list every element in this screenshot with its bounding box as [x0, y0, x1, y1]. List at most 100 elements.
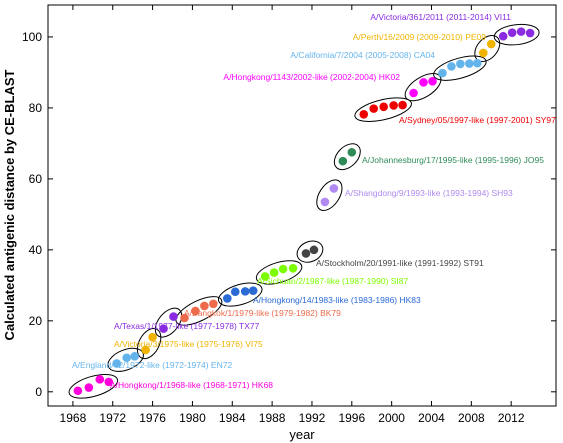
data-point: [73, 386, 83, 396]
x-tick-label: 1988: [259, 411, 286, 425]
x-tick-label: 1972: [99, 411, 126, 425]
data-point: [180, 313, 189, 323]
data-point: [278, 264, 288, 274]
data-point: [465, 59, 474, 68]
cluster-ellipse: [493, 23, 540, 46]
x-tick-label: 2012: [498, 411, 525, 425]
data-point: [248, 286, 258, 295]
data-point: [347, 147, 357, 157]
data-point: [222, 294, 232, 303]
data-point: [112, 359, 122, 368]
data-point: [159, 324, 168, 333]
cluster-label: A/Stockholm/20/1991-like (1991-1992) ST9…: [316, 258, 484, 268]
x-axis-ticks: 1968 1972 1976 1980 1984 1988 1992 1996 2000 2004…: [60, 5, 525, 425]
y-tick-label: 80: [29, 101, 43, 115]
data-point: [95, 375, 105, 384]
data-point: [122, 353, 131, 363]
data-point: [288, 264, 298, 273]
data-point: [269, 268, 279, 277]
x-tick-label: 1968: [60, 411, 87, 425]
cluster-ellipse: [68, 373, 119, 399]
cluster-ellipse: [333, 143, 361, 171]
data-point: [130, 352, 139, 361]
cluster-ellipse: [255, 260, 303, 285]
cluster-ellipse: [354, 97, 412, 122]
data-point: [359, 109, 369, 119]
cluster-label: A/England/42/1972-like (1972-1974) EN72: [72, 360, 232, 370]
cluster-label: A/Hongkong/14/1983-like (1983-1986) HK83: [253, 295, 421, 305]
cluster-label: A/Hongkong/1143/2002-like (2002-2004) HK…: [223, 72, 400, 82]
data-point: [230, 287, 240, 297]
cluster-label: A/Sichuan/2/1987-like (1987-1990) SI87: [257, 276, 408, 286]
cluster-label: A/Shangdong/9/1993-like (1993-1994) SH93: [345, 188, 513, 198]
cluster-ellipse: [316, 179, 343, 211]
data-point: [329, 184, 339, 193]
data-point: [438, 68, 447, 78]
data-point: [507, 28, 517, 37]
cluster-label: A/California/7/2004 (2005-2008) CA04: [290, 50, 435, 60]
x-tick-label: 1980: [179, 411, 206, 425]
cluster-label: A/Perth/16/2009 (2009-2010) PE09: [353, 32, 487, 42]
data-point: [169, 312, 178, 321]
data-point: [498, 31, 508, 41]
data-point: [191, 306, 200, 316]
cluster-label: A/Sydney/05/1997-like (1997-2001) SY97: [399, 115, 556, 125]
data-point: [148, 332, 157, 342]
data-point: [516, 27, 526, 36]
data-point: [473, 58, 482, 68]
cluster-label: A/Victoria/361/2011 (2011-2014) VI11: [370, 12, 511, 22]
x-tick-label: 1976: [139, 411, 166, 425]
data-point: [141, 345, 150, 355]
data-point: [398, 100, 407, 110]
cluster-ellipse: [154, 307, 183, 338]
data-point: [309, 245, 319, 255]
data-point: [338, 156, 348, 166]
data-point: [84, 383, 94, 392]
x-tick-label: 2004: [418, 411, 445, 425]
data-point: [389, 101, 398, 110]
cluster-label: A/Bangkok/1/1979-like (1979-1982) BK79: [184, 308, 341, 318]
cluster-ellipse: [136, 327, 162, 360]
data-point: [379, 102, 388, 112]
x-tick-label: 1992: [299, 411, 326, 425]
data-point: [320, 197, 330, 207]
data-point: [486, 39, 496, 49]
y-tick-label: 60: [29, 172, 43, 186]
data-point: [260, 272, 270, 281]
cluster-ellipse: [296, 240, 324, 263]
y-tick-label: 100: [22, 30, 42, 44]
data-point: [428, 76, 437, 86]
cluster-label: A/Hongkong/1/1968-like (1968-1971) HK68: [110, 380, 273, 390]
cluster-labels: A/Hongkong/1/1968-like (1968-1971) HK68 A…: [72, 12, 556, 390]
data-point: [301, 249, 311, 258]
cluster-ellipse: [175, 296, 223, 326]
data-point: [456, 59, 465, 69]
data-point: [409, 88, 418, 98]
data-points: [73, 27, 535, 396]
plot-frame: [47, 4, 557, 407]
cluster-ellipse: [217, 282, 263, 307]
data-point: [369, 104, 379, 113]
cluster-label: A/Johannesburg/17/1995-like (1995-1996) …: [362, 155, 544, 165]
data-point: [478, 48, 488, 58]
data-point: [104, 377, 114, 387]
data-point: [447, 62, 456, 71]
x-tick-label: 1996: [338, 411, 365, 425]
x-tick-label: 2008: [458, 411, 485, 425]
y-tick-label: 0: [35, 385, 42, 399]
data-point: [419, 78, 428, 87]
y-tick-label: 20: [29, 314, 43, 328]
data-point: [240, 287, 250, 296]
data-point: [209, 299, 218, 309]
data-point: [200, 301, 209, 311]
cluster-label: A/Texas/1/1977-like (1977-1978) TX77: [114, 321, 260, 331]
x-axis-label: year: [289, 427, 315, 442]
cluster-label: A/Victoria/3/1975-like (1975-1976) VI75: [114, 339, 263, 349]
data-point: [525, 28, 535, 38]
x-tick-label: 1984: [219, 411, 246, 425]
y-axis-label: Calculated antigenic distance by CE-BLAS…: [2, 70, 17, 341]
x-tick-label: 2000: [378, 411, 405, 425]
y-axis-ticks: 0 20 40 60 80 100: [22, 30, 556, 399]
y-tick-label: 40: [29, 243, 43, 257]
